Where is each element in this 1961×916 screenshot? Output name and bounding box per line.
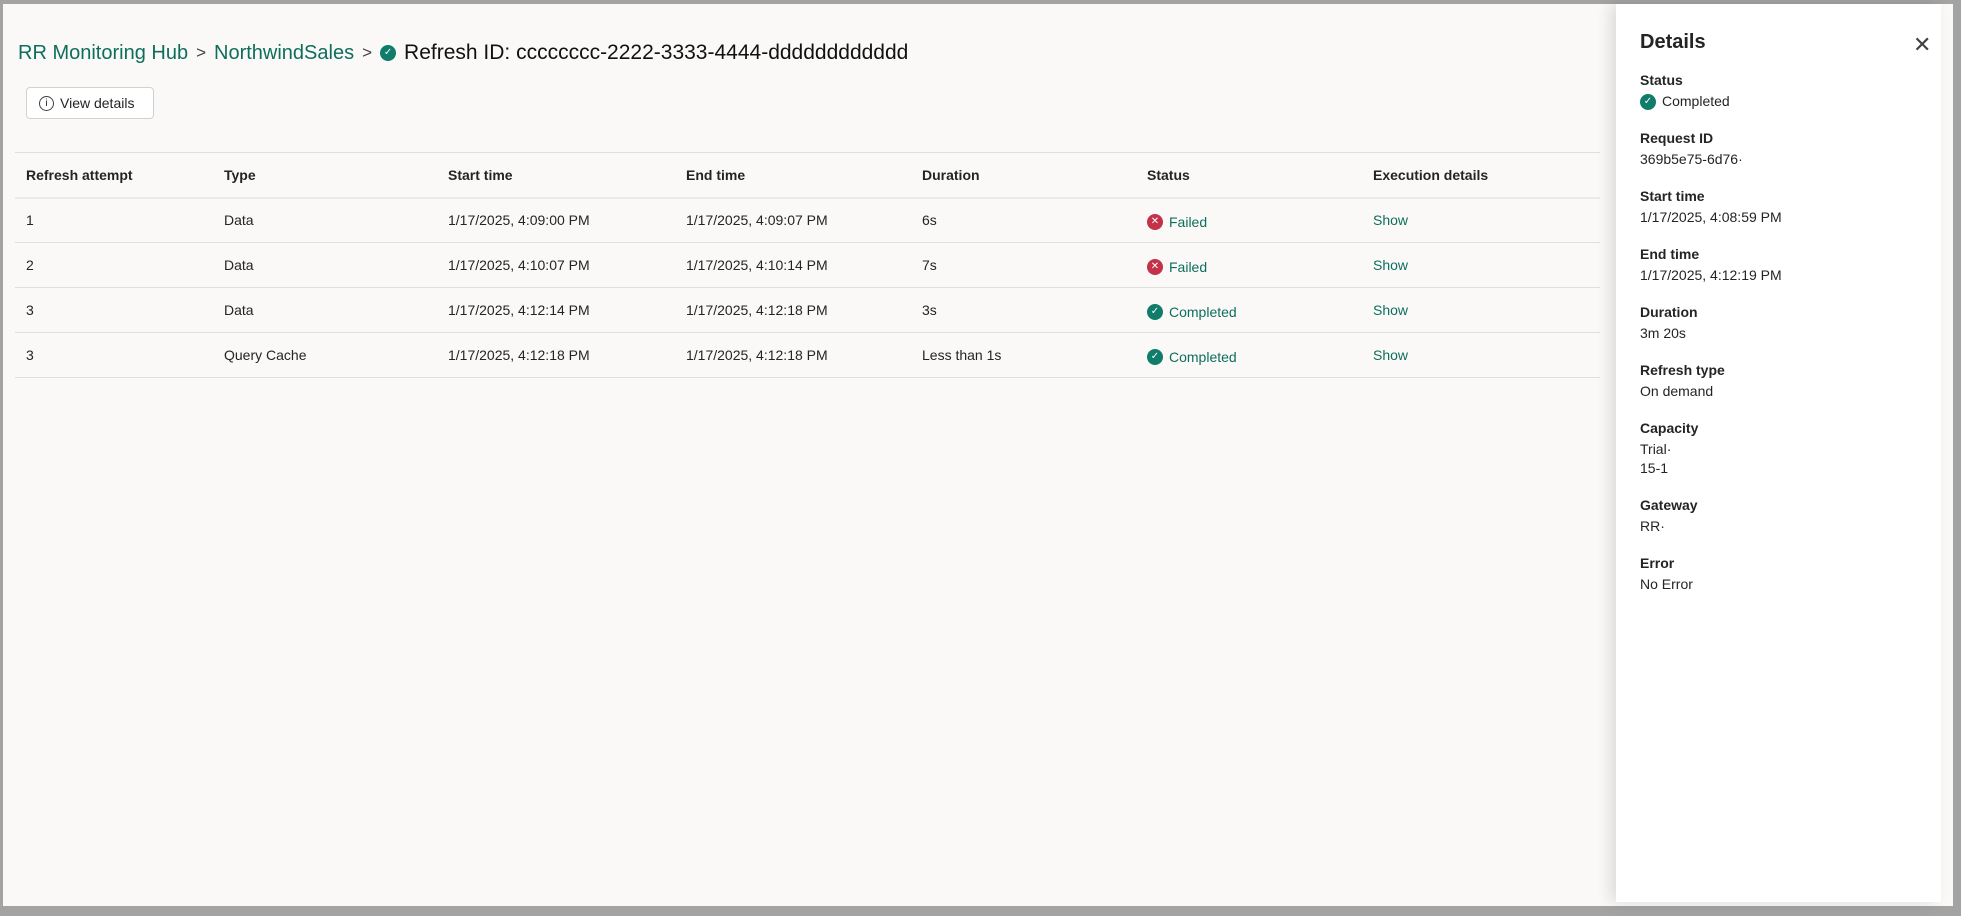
cell-status: ✓ Completed [1136, 287, 1362, 333]
breadcrumb-separator: > [362, 43, 373, 62]
column-header[interactable]: Refresh attempt [15, 152, 213, 199]
detail-label: Request ID [1640, 130, 1714, 146]
table-row: 3 Query Cache 1/17/2025, 4:12:18 PM 1/17… [15, 332, 1600, 378]
cell-status: ✕ Failed [1136, 242, 1362, 288]
detail-value-status: ✓ Completed [1640, 92, 1782, 111]
error-circle-icon: ✕ [1147, 213, 1163, 230]
cell-end-time: 1/17/2025, 4:10:14 PM [675, 242, 911, 288]
cell-attempt: 2 [15, 242, 213, 288]
cell-duration: Less than 1s [911, 332, 1136, 378]
view-details-label: View details [60, 95, 135, 111]
detail-value: 369b5e75-6d76· [1640, 151, 1743, 167]
breadcrumb-separator: > [196, 43, 207, 62]
cell-attempt: 1 [15, 197, 213, 243]
detail-field: Duration 3m 20s [1640, 304, 1782, 343]
detail-label: Refresh type [1640, 362, 1725, 378]
detail-label: End time [1640, 246, 1700, 262]
detail-value: 1/17/2025, 4:12:19 PM [1640, 267, 1782, 283]
refresh-attempts-table: Refresh attempt Type Start time End time… [15, 152, 1600, 378]
show-link[interactable]: Show [1373, 212, 1409, 229]
detail-field: End time 1/17/2025, 4:12:19 PM [1640, 246, 1782, 285]
check-circle-icon: ✓ [380, 45, 397, 61]
cell-duration: 3s [911, 287, 1136, 333]
cell-execution-details: Show [1362, 197, 1600, 243]
show-link[interactable]: Show [1373, 347, 1409, 363]
check-circle-icon: ✓ [1640, 93, 1656, 110]
detail-value: 15-1 [1640, 460, 1669, 476]
status-text: Failed [1169, 213, 1208, 230]
breadcrumb: RR Monitoring Hub > NorthwindSales > ✓ R… [18, 41, 908, 65]
cell-attempt: 3 [15, 332, 213, 378]
cell-type: Data [213, 287, 437, 333]
column-header[interactable]: End time [675, 152, 911, 199]
table-row: 3 Data 1/17/2025, 4:12:14 PM 1/17/2025, … [15, 287, 1600, 333]
cell-start-time: 1/17/2025, 4:12:14 PM [437, 287, 675, 333]
cell-end-time: 1/17/2025, 4:09:07 PM [675, 197, 911, 243]
cell-duration: 6s [911, 197, 1136, 243]
column-header[interactable]: Status [1136, 152, 1362, 199]
detail-label: Start time [1640, 188, 1705, 204]
cell-execution-details: Show [1362, 287, 1600, 333]
table-header: Refresh attempt Type Start time End time… [15, 152, 1600, 199]
cell-type: Data [213, 242, 437, 288]
info-icon: i [39, 95, 54, 111]
detail-field: Status ✓ Completed [1640, 72, 1782, 111]
detail-field: Error No Error [1640, 555, 1782, 594]
check-circle-icon: ✓ [1147, 303, 1163, 320]
detail-field: Gateway RR· [1640, 497, 1782, 536]
table-row: 2 Data 1/17/2025, 4:10:07 PM 1/17/2025, … [15, 242, 1600, 288]
close-icon[interactable]: ✕ [1913, 32, 1932, 57]
column-header[interactable]: Start time [437, 152, 675, 199]
detail-label: Duration [1640, 304, 1698, 320]
cell-attempt: 3 [15, 287, 213, 333]
error-circle-icon: ✕ [1147, 258, 1163, 275]
column-header[interactable]: Duration [911, 152, 1136, 199]
cell-execution-details: Show [1362, 332, 1600, 378]
column-header[interactable]: Type [213, 152, 437, 199]
status-text: Failed [1169, 258, 1208, 275]
detail-field: Refresh type On demand [1640, 362, 1782, 401]
detail-value: Trial· [1640, 441, 1672, 457]
page-title: Refresh ID: cccccccc-2222-3333-4444-dddd… [404, 41, 909, 64]
show-link[interactable]: Show [1373, 302, 1409, 318]
cell-start-time: 1/17/2025, 4:09:00 PM [437, 197, 675, 243]
show-link[interactable]: Show [1373, 257, 1409, 273]
cell-end-time: 1/17/2025, 4:12:18 PM [675, 332, 911, 378]
detail-value: No Error [1640, 576, 1693, 592]
cell-duration: 7s [911, 242, 1136, 288]
cell-status: ✓ Completed [1136, 332, 1362, 378]
breadcrumb-monitoring-hub[interactable]: RR Monitoring Hub [18, 41, 189, 64]
check-circle-icon: ✓ [1147, 348, 1163, 365]
cell-start-time: 1/17/2025, 4:10:07 PM [437, 242, 675, 288]
breadcrumb-northwindsales[interactable]: NorthwindSales [214, 41, 355, 64]
cell-end-time: 1/17/2025, 4:12:18 PM [675, 287, 911, 333]
view-details-button[interactable]: i View details [26, 87, 154, 119]
cell-status: ✕ Failed [1136, 197, 1362, 243]
detail-value: Completed [1662, 93, 1730, 109]
cell-type: Query Cache [213, 332, 437, 378]
status-text: Completed [1169, 348, 1237, 365]
detail-field: Capacity Trial· 15-1 [1640, 420, 1782, 478]
detail-label: Error [1640, 555, 1675, 571]
status-text: Completed [1169, 303, 1237, 320]
detail-field: Request ID 369b5e75-6d76· [1640, 130, 1782, 169]
column-header[interactable]: Execution details [1362, 152, 1600, 199]
cell-execution-details: Show [1362, 242, 1600, 288]
details-panel: Details ✕ Status ✓ Completed Request ID 369b… [1616, 4, 1941, 902]
cell-start-time: 1/17/2025, 4:12:18 PM [437, 332, 675, 378]
detail-value: 1/17/2025, 4:08:59 PM [1640, 209, 1782, 225]
detail-value: 3m 20s [1640, 325, 1686, 341]
detail-value: On demand [1640, 383, 1714, 399]
cell-type: Data [213, 197, 437, 243]
detail-value: RR· [1640, 518, 1665, 534]
details-fields: Status ✓ Completed Request ID 369b5e75-6d76·… [1640, 72, 1782, 613]
details-title: Details [1640, 31, 1706, 53]
detail-label: Gateway [1640, 497, 1698, 513]
detail-field: Start time 1/17/2025, 4:08:59 PM [1640, 188, 1782, 227]
table-row: 1 Data 1/17/2025, 4:09:00 PM 1/17/2025, … [15, 197, 1600, 243]
detail-label: Status [1640, 72, 1683, 88]
detail-label: Capacity [1640, 420, 1699, 436]
